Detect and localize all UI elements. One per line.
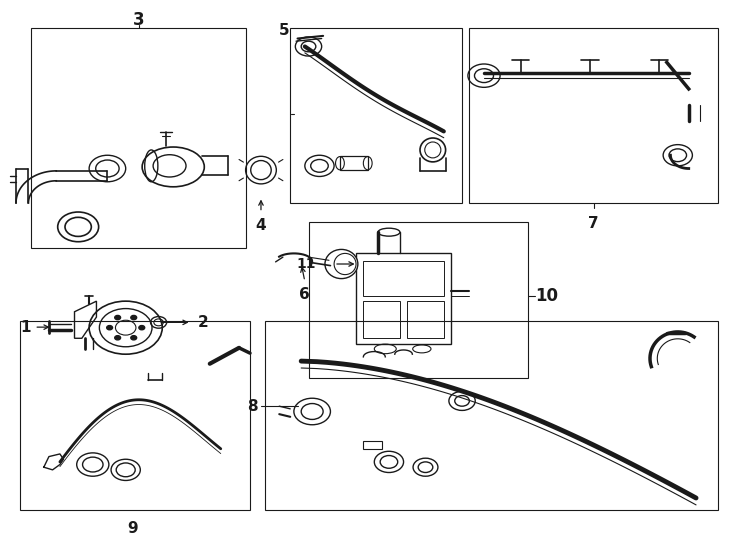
Bar	[363, 441, 382, 449]
Text: 3: 3	[133, 11, 145, 29]
Circle shape	[115, 315, 120, 320]
Text: 2: 2	[197, 315, 208, 330]
Circle shape	[139, 326, 145, 330]
Text: 9: 9	[128, 521, 138, 536]
Bar	[363, 301, 400, 338]
Ellipse shape	[325, 249, 358, 279]
Bar	[265, 321, 718, 510]
Text: 5: 5	[279, 23, 289, 38]
Circle shape	[131, 315, 137, 320]
Bar	[363, 261, 444, 296]
Text: 6: 6	[299, 287, 310, 302]
Bar	[340, 156, 368, 170]
Text: 8: 8	[247, 399, 258, 414]
Bar	[20, 321, 250, 510]
Circle shape	[131, 336, 137, 340]
Circle shape	[106, 326, 112, 330]
Text: 1: 1	[20, 320, 31, 335]
Text: 4: 4	[255, 218, 266, 233]
Bar	[308, 221, 528, 378]
Bar	[407, 301, 444, 338]
Circle shape	[115, 336, 120, 340]
Bar	[31, 28, 247, 248]
Text: 10: 10	[535, 287, 558, 305]
Bar	[290, 28, 462, 203]
Bar	[469, 28, 718, 203]
Bar	[356, 253, 451, 343]
Text: 11: 11	[297, 257, 316, 271]
Text: 7: 7	[589, 216, 599, 231]
